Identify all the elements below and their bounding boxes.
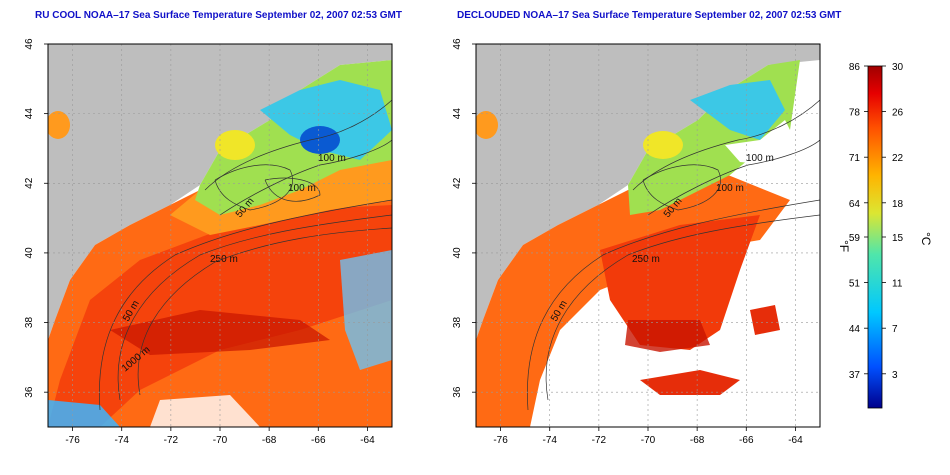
y-tick-label: 36: [24, 386, 35, 398]
right-contour-label: 100 m: [746, 153, 774, 164]
x-tick-label: -66: [311, 435, 326, 446]
warm-eddy: [643, 131, 683, 159]
x-tick-label: -72: [592, 435, 607, 446]
f-tick-label: 71: [849, 153, 861, 164]
coldest-spot: [300, 126, 340, 154]
f-tick-label: 44: [849, 324, 861, 335]
y-tick-label: 38: [452, 317, 463, 329]
right-axes: -76 -74 -72 -70 -68 -66 -64 36 38 40 42 44 46: [452, 38, 803, 446]
warm-eddy: [215, 130, 255, 160]
hot-band: [110, 310, 330, 355]
y-tick-label: 38: [24, 317, 35, 329]
f-tick-label: 59: [849, 233, 861, 244]
coastal-patch: [48, 111, 70, 139]
warm-fragment: [640, 370, 740, 395]
x-tick-label: -68: [262, 435, 277, 446]
x-tick-label: -76: [65, 435, 80, 446]
cloud-patch-east: [340, 250, 392, 370]
c-tick-label: 18: [892, 199, 904, 210]
right-contour-label: 100 m: [716, 183, 744, 194]
c-tick-label: 26: [892, 108, 904, 119]
left-axes: -76 -74 -72 -70 -68 -66 -64 36 38 40 42 44 46: [24, 38, 375, 446]
y-tick-label: 36: [452, 386, 463, 398]
x-tick-label: -76: [493, 435, 508, 446]
bathymetry-contours: [527, 99, 820, 411]
colorbar: 30 86 26 78 22 71 18 64 15 59 11 51 7 44 3 37 °F °C: [837, 62, 933, 409]
left-contour-label: 100 m: [318, 153, 346, 164]
x-tick-label: -64: [788, 435, 803, 446]
x-tick-label: -72: [164, 435, 179, 446]
cold-water: [690, 80, 785, 140]
cloud-patch-south: [48, 400, 120, 427]
hot-band: [625, 320, 710, 352]
colorbar-f-label: °F: [837, 240, 851, 252]
right-map-title: DECLOUDED NOAA–17 Sea Surface Temperatur…: [457, 10, 842, 21]
c-tick-label: 7: [892, 324, 898, 335]
x-tick-label: -64: [360, 435, 375, 446]
x-tick-label: -70: [641, 435, 656, 446]
land-mass: [476, 44, 820, 340]
colorbar-ticks: 30 86 26 78 22 71 18 64 15 59 11 51 7 44 3 37: [849, 62, 904, 381]
f-tick-label: 51: [849, 279, 861, 290]
cold-water: [260, 80, 392, 160]
c-tick-label: 22: [892, 153, 904, 164]
f-tick-label: 78: [849, 108, 861, 119]
c-tick-label: 11: [892, 279, 903, 290]
colorbar-ramp: [867, 65, 883, 409]
right-map: 100 m 100 m 50 m 250 m 50 m -76 -74 -72 -70…: [452, 38, 821, 446]
x-tick-label: -66: [739, 435, 754, 446]
y-tick-label: 46: [452, 38, 463, 50]
y-tick-label: 40: [452, 247, 463, 259]
y-tick-label: 42: [452, 177, 463, 189]
warm-fragment: [750, 305, 780, 335]
x-tick-label: -68: [690, 435, 705, 446]
c-tick-label: 30: [892, 62, 904, 73]
nodata-patch: [725, 120, 800, 165]
right-contour-label: 250 m: [632, 254, 660, 265]
coastal-patch: [476, 111, 498, 139]
f-tick-label: 37: [849, 370, 861, 381]
bathymetry-contours: [99, 99, 392, 411]
y-tick-label: 40: [24, 247, 35, 259]
left-contour-label: 100 m: [288, 183, 316, 194]
y-tick-label: 42: [24, 177, 35, 189]
left-contour-label: 250 m: [210, 254, 238, 265]
left-gridlines: [48, 43, 392, 427]
y-tick-label: 44: [452, 108, 463, 120]
gulf-stream-core: [600, 215, 760, 350]
c-tick-label: 3: [892, 370, 898, 381]
f-tick-label: 64: [849, 199, 861, 210]
f-tick-label: 86: [849, 62, 861, 73]
right-gridlines: [476, 43, 820, 427]
y-tick-label: 46: [24, 38, 35, 50]
left-map-title: RU COOL NOAA–17 Sea Surface Temperature …: [35, 10, 402, 21]
c-tick-label: 15: [892, 233, 904, 244]
colorbar-c-label: °C: [919, 232, 933, 246]
x-tick-label: -74: [542, 435, 557, 446]
y-tick-label: 44: [24, 108, 35, 120]
left-sst-field: [48, 44, 392, 427]
x-tick-label: -70: [213, 435, 228, 446]
land-mass: [48, 44, 392, 340]
left-map: 100 m 100 m 50 m 250 m 50 m 1000 m -76 -7…: [24, 38, 393, 446]
x-tick-label: -74: [114, 435, 129, 446]
nodata-patch: [150, 395, 260, 427]
right-sst-field: [476, 44, 820, 427]
